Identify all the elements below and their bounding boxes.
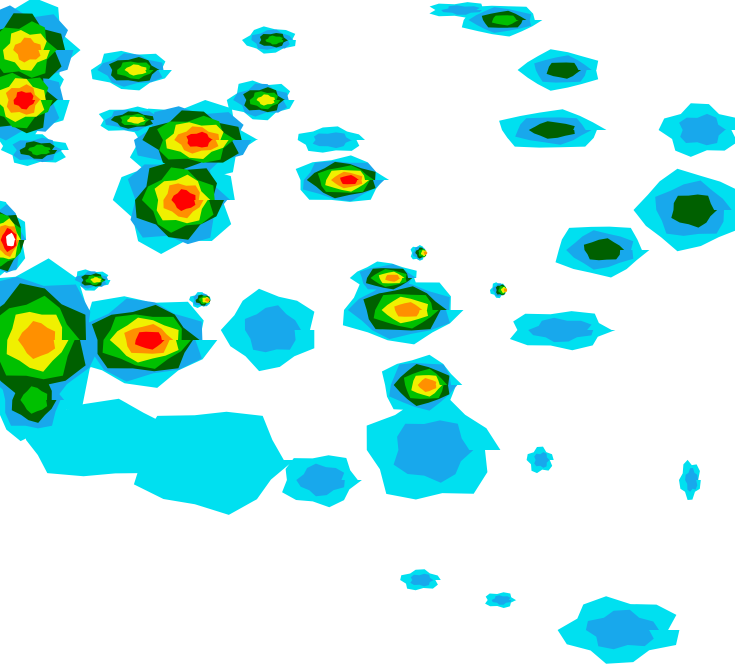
echo-level-1 (133, 411, 295, 515)
echo-level-3 (528, 121, 575, 139)
echo-level-6 (18, 321, 56, 359)
echo-level-6 (417, 378, 437, 392)
echo-level-2 (244, 305, 301, 353)
echo-level-7 (340, 175, 359, 185)
echo-level-7 (171, 189, 196, 211)
echo-level-2 (393, 420, 474, 483)
echo-level-4 (28, 144, 51, 156)
echo-level-2 (679, 113, 727, 146)
echo-level-2 (528, 317, 594, 343)
echo-level-5 (127, 116, 146, 124)
echo-level-3 (583, 238, 625, 261)
echo-level-2 (685, 468, 699, 492)
echo-level-6 (13, 37, 42, 63)
echo-level-2 (410, 573, 434, 587)
echo-level-7 (135, 331, 165, 350)
echo-level-2 (585, 609, 659, 650)
echo-level-5 (124, 64, 147, 76)
echo-level-6 (423, 251, 428, 255)
echo-level-4 (265, 35, 284, 45)
echo-level-3 (671, 194, 718, 228)
echo-level-6 (503, 288, 508, 292)
echo-level-2 (441, 5, 482, 15)
echo-level-7 (186, 131, 213, 148)
echo-level-2 (312, 132, 353, 149)
echo-level-6 (205, 298, 211, 302)
echo-level-4 (491, 15, 519, 26)
echo-level-2 (296, 463, 345, 497)
echo-level-2 (491, 595, 512, 605)
echo-level-6 (385, 274, 401, 282)
echo-level-6 (394, 302, 423, 317)
echo-level-5 (256, 94, 275, 106)
echo-level-2 (534, 452, 550, 468)
echo-level-7 (13, 91, 36, 110)
echo-level-3 (546, 62, 582, 79)
echo-level-5 (90, 277, 102, 283)
echo-level-4 (20, 386, 48, 414)
echo-level-8 (6, 232, 16, 247)
